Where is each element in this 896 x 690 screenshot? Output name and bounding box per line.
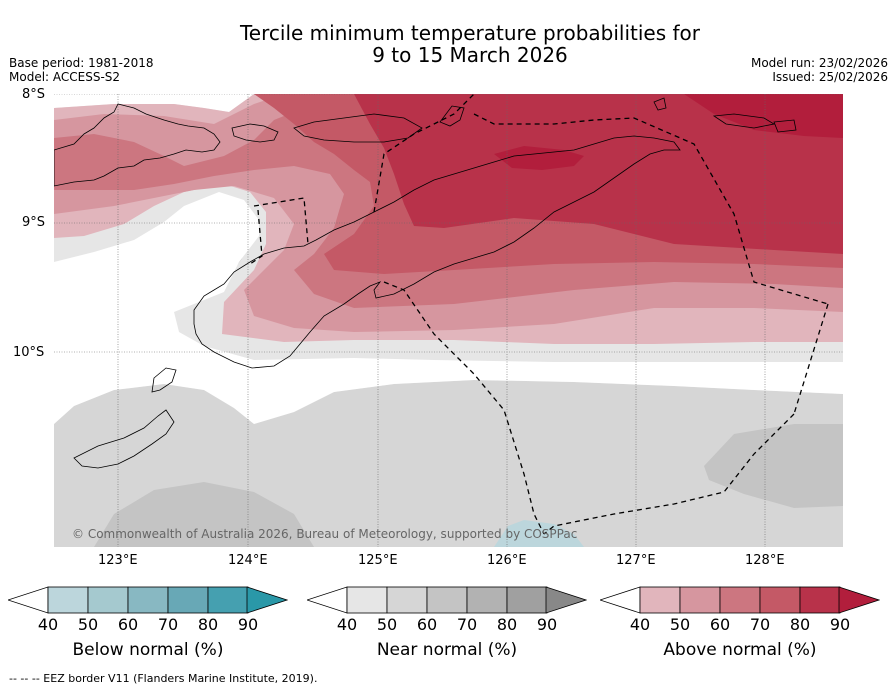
below-normal-region xyxy=(494,520,584,547)
lon-label-124e: 124°E xyxy=(228,553,268,568)
above-normal-label: Above normal (%) xyxy=(663,640,817,660)
below-normal-swatch-60 xyxy=(127,586,169,614)
near-normal-swatch-40 xyxy=(346,586,388,614)
white-top-left xyxy=(54,94,254,112)
lon-label-127e: 127°E xyxy=(616,553,656,568)
near-normal-swatch-50 xyxy=(386,586,428,614)
chart-title-line2: 9 to 15 March 2026 xyxy=(372,43,568,67)
near-normal-tick-70: 70 xyxy=(456,615,478,634)
below-normal-tick-70: 70 xyxy=(157,615,179,634)
lat-label-10s: 10°S xyxy=(13,345,45,360)
below-normal-extend-high xyxy=(246,586,288,614)
below-normal-swatch-50 xyxy=(87,586,129,614)
chart-title-line1: Tercile minimum temperature probabilitie… xyxy=(239,21,701,45)
near-normal-60-region-south xyxy=(94,482,314,547)
above-normal-tick-40: 40 xyxy=(629,615,651,634)
leti-island-coastline xyxy=(712,113,776,129)
lon-label-128e: 128°E xyxy=(745,553,785,568)
rote-island-coastline xyxy=(151,367,177,393)
above-normal-80-region xyxy=(354,94,843,254)
above-normal-extend-low xyxy=(600,586,641,614)
map xyxy=(54,94,843,547)
eez-border xyxy=(249,94,829,535)
coastlines xyxy=(54,97,797,469)
lat-label-8s: 8°S xyxy=(22,87,46,102)
below-normal-swatch-80 xyxy=(207,586,249,614)
savu-island-coastline xyxy=(73,409,175,469)
above-normal-swatch-80 xyxy=(799,586,841,614)
near-normal-swatch-70 xyxy=(466,586,508,614)
above-normal-90-blob xyxy=(494,146,584,170)
below-normal-tick-40: 40 xyxy=(37,615,59,634)
near-normal-swatch-60 xyxy=(426,586,468,614)
near-normal-tick-90: 90 xyxy=(536,615,558,634)
wetar-island-coastline xyxy=(293,113,423,143)
near-normal-swatch-80 xyxy=(506,586,548,614)
moa-island-coastline xyxy=(773,119,797,133)
near-normal-tick-50: 50 xyxy=(376,615,398,634)
lat-label-9s: 9°S xyxy=(22,215,46,230)
below-normal-label: Below normal (%) xyxy=(72,640,224,660)
above-normal-tick-60: 60 xyxy=(709,615,731,634)
alor-island-coastline xyxy=(231,123,279,143)
above-normal-swatch-40 xyxy=(639,586,681,614)
below-normal-tick-80: 80 xyxy=(197,615,219,634)
lon-label-126e: 126°E xyxy=(487,553,527,568)
above-normal-90-region xyxy=(684,94,843,138)
white-gap-region xyxy=(54,192,843,424)
near-normal-extend-high xyxy=(545,586,587,614)
above-normal-swatch-50 xyxy=(679,586,721,614)
copyright-text: © Commonwealth of Australia 2026, Bureau… xyxy=(72,527,578,541)
timor-coastline xyxy=(193,135,681,369)
above-normal-tick-50: 50 xyxy=(669,615,691,634)
eez-footer-note: -- -- -- EEZ border V11 (Flanders Marine… xyxy=(9,672,318,685)
near-normal-label: Near normal (%) xyxy=(376,640,518,660)
above-normal-extend-high xyxy=(838,586,880,614)
model-text: Model: ACCESS-S2 xyxy=(9,70,121,84)
above-normal-tick-80: 80 xyxy=(789,615,811,634)
colorbar-below-normal: 40 50 60 70 80 90 Below normal (%) xyxy=(8,586,288,660)
model-run-text: Model run: 23/02/2026 xyxy=(750,56,888,70)
base-period-text: Base period: 1981-2018 xyxy=(9,56,154,70)
below-normal-tick-50: 50 xyxy=(77,615,99,634)
colorbar-above-normal: 40 50 60 70 80 90 Above normal (%) xyxy=(600,586,880,660)
colorbar-near-normal-bar xyxy=(307,586,587,614)
atauro-island-coastline xyxy=(439,105,465,127)
below-normal-swatch-40 xyxy=(47,586,89,614)
below-normal-tick-60: 60 xyxy=(117,615,139,634)
near-normal-60-region xyxy=(704,424,843,508)
above-normal-tick-90: 90 xyxy=(829,615,851,634)
near-normal-tick-80: 80 xyxy=(496,615,518,634)
issued-text: Issued: 25/02/2026 xyxy=(772,70,888,84)
below-normal-swatch-70 xyxy=(167,586,209,614)
colorbar-below-normal-bar xyxy=(8,586,288,614)
colorbar-near-normal: 40 50 60 70 80 90 Near normal (%) xyxy=(307,586,587,660)
flores-coastline xyxy=(54,103,221,187)
below-normal-tick-90: 90 xyxy=(237,615,259,634)
below-normal-extend-low xyxy=(8,586,49,614)
lon-label-123e: 123°E xyxy=(98,553,138,568)
near-normal-tick-60: 60 xyxy=(416,615,438,634)
gridlines xyxy=(54,94,843,547)
colorbar-above-normal-bar xyxy=(600,586,880,614)
lon-label-125e: 125°E xyxy=(358,553,398,568)
above-normal-tick-70: 70 xyxy=(749,615,771,634)
kisar-island-coastline xyxy=(653,97,667,111)
above-normal-swatch-70 xyxy=(759,586,801,614)
near-normal-extend-low xyxy=(307,586,348,614)
near-normal-tick-40: 40 xyxy=(336,615,358,634)
above-normal-swatch-60 xyxy=(719,586,761,614)
